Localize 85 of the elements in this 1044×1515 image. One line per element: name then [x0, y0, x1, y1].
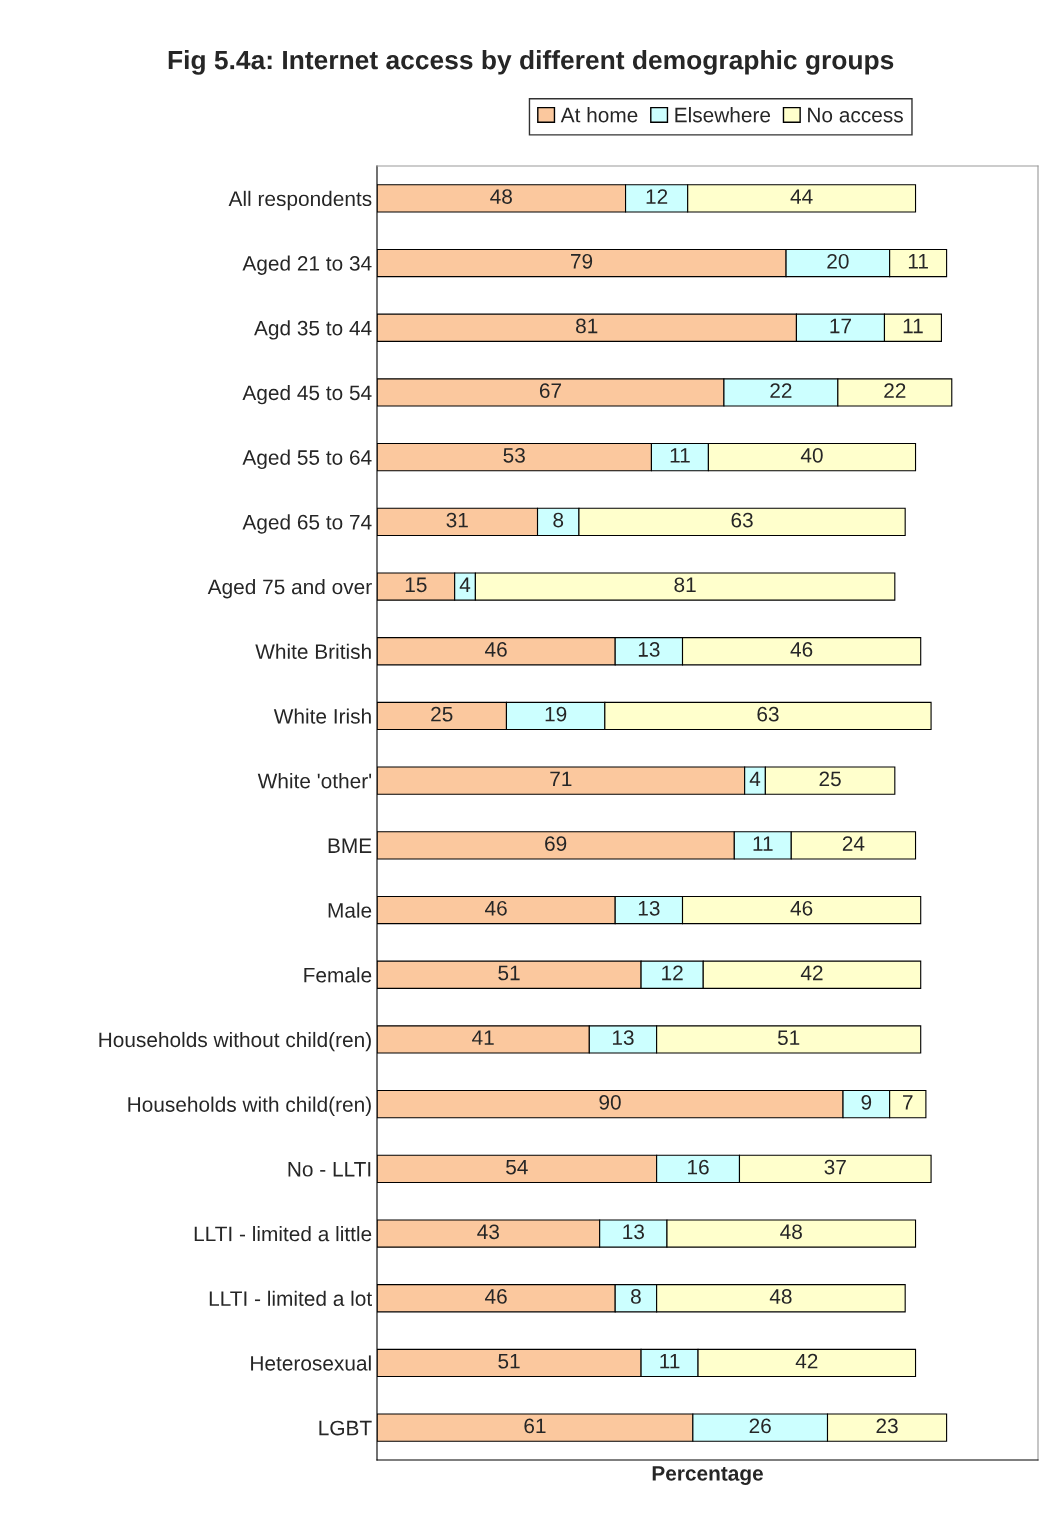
data-label: 42 [795, 1353, 818, 1369]
data-label: 48 [769, 1289, 792, 1304]
data-label: 40 [800, 447, 823, 463]
data-label: 63 [757, 706, 779, 722]
data-label: 51 [498, 965, 520, 981]
data-label: 81 [576, 318, 598, 334]
data-label: 46 [790, 642, 813, 657]
y-tick-label: Households with child(ren) [128, 1096, 371, 1117]
data-label: 16 [688, 1159, 709, 1175]
data-label: 22 [884, 383, 906, 398]
data-label: 51 [777, 1030, 800, 1046]
data-label: 15 [405, 577, 427, 593]
data-label: 63 [731, 512, 753, 528]
data-label: 42 [800, 965, 823, 981]
data-label: 46 [484, 900, 507, 916]
data-label: 26 [749, 1418, 771, 1434]
data-label: 46 [484, 1289, 507, 1304]
data-label: 7 [903, 1095, 913, 1110]
data-label: 48 [490, 189, 512, 204]
data-label: 12 [662, 965, 683, 981]
data-label: 54 [506, 1159, 528, 1175]
y-tick-label: LLTI - limited a lot [209, 1290, 372, 1306]
legend-label: Elsewhere [675, 107, 771, 123]
y-tick-label: Agd 35 to 44 [254, 320, 372, 340]
y-tick-label: Aged 75 and over [207, 579, 372, 599]
y-tick-label: White Irish [273, 708, 371, 724]
data-label: 13 [638, 900, 660, 916]
data-label: 46 [790, 900, 813, 916]
legend-label: At home [560, 107, 638, 123]
data-label: 11 [903, 318, 923, 334]
chart-title: Fig 5.4a: Internet access by different demographic groups [168, 50, 894, 75]
data-label: 9 [861, 1094, 872, 1110]
data-label: 11 [753, 836, 773, 851]
data-label: 17 [830, 318, 851, 334]
y-tick-label: Male [328, 902, 372, 918]
data-label: 22 [770, 383, 792, 398]
y-tick-label: Aged 21 to 34 [242, 255, 372, 275]
data-label: 43 [477, 1224, 499, 1240]
y-tick-label: White British [255, 643, 371, 659]
data-label: 11 [660, 1354, 680, 1369]
data-label: 67 [539, 383, 562, 399]
data-label: 12 [646, 189, 668, 204]
y-tick-label: No - LLTI [288, 1162, 371, 1177]
data-label: 41 [472, 1030, 494, 1045]
y-tick-label: BME [328, 838, 372, 853]
data-label: 31 [446, 512, 468, 528]
y-tick-label: All respondents [228, 190, 372, 211]
data-label: 13 [612, 1030, 634, 1046]
data-label: 79 [571, 253, 593, 269]
data-label: 11 [908, 254, 928, 269]
data-label: 48 [780, 1224, 802, 1240]
data-label: 4 [459, 577, 471, 592]
data-label: 61 [524, 1418, 546, 1434]
y-tick-label: Aged 45 to 54 [242, 384, 372, 405]
data-label: 13 [638, 642, 660, 657]
data-label: 20 [827, 253, 849, 269]
y-tick-label: Aged 65 to 74 [242, 514, 372, 534]
data-label: 25 [819, 771, 841, 787]
y-tick-label: LGBT [319, 1420, 372, 1436]
data-label: 90 [599, 1094, 621, 1110]
y-tick-label: Households without child(ren) [99, 1031, 371, 1052]
y-tick-label: LLTI - limited a little [194, 1226, 372, 1242]
data-label: 24 [842, 836, 865, 851]
data-label: 46 [484, 642, 507, 657]
data-label: 11 [670, 448, 690, 463]
y-tick-label: Aged 55 to 64 [242, 449, 372, 470]
data-label: 25 [431, 706, 453, 722]
y-tick-label: Female [304, 967, 372, 983]
data-label: 4 [749, 771, 761, 787]
data-label: 13 [623, 1224, 644, 1240]
y-tick-label: Heterosexual [251, 1355, 371, 1371]
data-label: 37 [824, 1159, 846, 1175]
data-label: 81 [674, 577, 696, 593]
data-label: 8 [553, 512, 564, 528]
data-label: 19 [545, 706, 567, 722]
data-label: 53 [503, 447, 525, 463]
data-label: 51 [498, 1354, 520, 1369]
y-tick-label: White 'other' [257, 773, 372, 789]
data-label: 8 [631, 1289, 641, 1304]
legend-label: No access [808, 107, 903, 123]
x-axis-title: Percentage [652, 1466, 763, 1485]
data-label: 69 [545, 836, 567, 851]
data-label: 71 [550, 771, 572, 787]
data-label: 44 [790, 189, 813, 204]
data-label: 23 [876, 1418, 898, 1434]
